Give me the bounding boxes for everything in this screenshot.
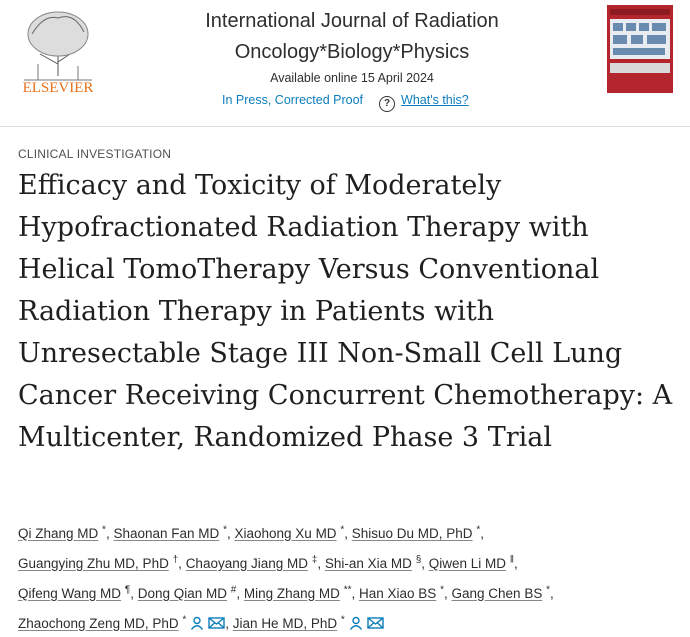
author: Shisuo Du MD, PhD *,	[351, 524, 484, 541]
author: Qifeng Wang MD ¶,	[18, 584, 134, 601]
author-note[interactable]: §	[415, 554, 422, 565]
author: Shaonan Fan MD *,	[113, 524, 231, 541]
author-name[interactable]: Qiwen Li MD	[428, 555, 507, 571]
author: Dong Qian MD #,	[137, 584, 241, 601]
author-note[interactable]: *	[440, 584, 444, 595]
separator: ,	[317, 555, 322, 571]
author-name[interactable]: Zhaochong Zeng MD, PhD	[18, 615, 179, 631]
author: Xiaohong Xu MD *,	[234, 524, 349, 541]
author-note[interactable]: ‡	[311, 554, 318, 565]
separator: ,	[443, 585, 448, 601]
author-note[interactable]: **	[343, 584, 352, 595]
author-name[interactable]: Guangying Zhu MD, PhD	[18, 555, 169, 571]
separator: ,	[105, 525, 110, 541]
help-icon[interactable]: ?	[379, 96, 396, 112]
author-name[interactable]: Shisuo Du MD, PhD	[351, 525, 473, 541]
author: Ming Zhang MD **,	[243, 584, 356, 601]
author: Gang Chen BS *,	[451, 584, 554, 601]
status-link[interactable]: In Press, Corrected Proof	[222, 93, 364, 107]
separator: ,	[130, 585, 134, 601]
help-link[interactable]: What's this?	[401, 93, 469, 107]
journal-cover[interactable]	[607, 5, 673, 93]
author-note[interactable]: *	[340, 524, 345, 535]
author-name[interactable]: Qi Zhang MD	[18, 525, 99, 541]
author-name[interactable]: Chaoyang Jiang MD	[185, 555, 309, 571]
author-profile-icon[interactable]	[190, 616, 204, 630]
separator: ,	[344, 525, 348, 541]
author-email-icon[interactable]	[367, 616, 384, 630]
author-name[interactable]: Qifeng Wang MD	[18, 585, 122, 601]
author-profile-icon[interactable]	[349, 616, 363, 630]
author-list: Qi Zhang MD *, Shaonan Fan MD *, Xiaohon…	[18, 517, 608, 637]
author-name[interactable]: Jian He MD, PhD	[232, 615, 338, 631]
author-note[interactable]: ‖	[509, 554, 514, 565]
author: Guangying Zhu MD, PhD †,	[18, 554, 182, 571]
author: Qi Zhang MD *,	[18, 524, 110, 541]
author: Chaoyang Jiang MD ‡,	[185, 554, 322, 571]
availability: Available online 15 April 2024	[270, 71, 434, 85]
author: Shi-an Xia MD §,	[324, 554, 426, 571]
author-name[interactable]: Gang Chen BS	[451, 585, 543, 601]
header: ELSEVIER International Journal of Radiat…	[0, 0, 690, 127]
author-email-icon[interactable]	[208, 616, 225, 630]
author-note[interactable]: *	[546, 584, 550, 595]
article-title: Efficacy and Toxicity of Moderately Hypo…	[18, 170, 673, 453]
separator: ,	[513, 555, 518, 571]
author-note[interactable]: *	[340, 614, 345, 625]
separator: ,	[226, 525, 231, 541]
separator: ,	[480, 525, 484, 541]
separator: ,	[550, 585, 554, 601]
separator: ,	[351, 585, 356, 601]
separator: ,	[225, 615, 230, 631]
publisher-logo[interactable]: ELSEVIER	[14, 4, 102, 96]
author-note[interactable]: *	[102, 524, 106, 535]
author: Jian He MD, PhD *	[232, 614, 384, 631]
separator: ,	[178, 555, 182, 571]
status-links: In Press, Corrected Proof? What's this?	[222, 93, 469, 112]
article-type: CLINICAL INVESTIGATION	[18, 147, 172, 161]
author-note[interactable]: †	[172, 554, 179, 565]
author-name[interactable]: Ming Zhang MD	[243, 585, 340, 601]
author-note[interactable]: *	[476, 524, 481, 535]
author-note[interactable]: #	[230, 584, 237, 595]
author-note[interactable]: *	[223, 524, 227, 535]
author-name[interactable]: Xiaohong Xu MD	[234, 525, 337, 541]
author: Qiwen Li MD ‖,	[428, 554, 518, 571]
author-name[interactable]: Shaonan Fan MD	[113, 525, 220, 541]
author: Han Xiao BS *,	[359, 584, 448, 601]
author-note[interactable]: *	[182, 614, 187, 625]
author-name[interactable]: Shi-an Xia MD	[324, 555, 412, 571]
separator: ,	[236, 585, 241, 601]
author-name[interactable]: Dong Qian MD	[137, 585, 228, 601]
separator: ,	[421, 555, 426, 571]
author-name[interactable]: Han Xiao BS	[359, 585, 437, 601]
author-note[interactable]: ¶	[124, 584, 131, 595]
journal-title[interactable]: International Journal of Radiation Oncol…	[205, 10, 499, 63]
publisher-name: ELSEVIER	[23, 80, 94, 96]
author: Zhaochong Zeng MD, PhD *,	[18, 614, 230, 631]
